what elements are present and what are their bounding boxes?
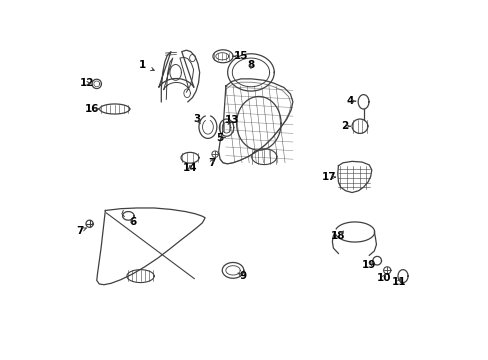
Text: 19: 19 — [362, 260, 376, 270]
Text: 18: 18 — [330, 231, 345, 240]
Text: 8: 8 — [247, 60, 254, 70]
Text: 2: 2 — [341, 121, 348, 131]
Text: 17: 17 — [321, 172, 335, 182]
Text: 7: 7 — [76, 226, 83, 236]
Text: 12: 12 — [79, 78, 94, 88]
Text: 15: 15 — [233, 51, 247, 61]
Text: 16: 16 — [84, 104, 99, 114]
Text: 11: 11 — [391, 277, 405, 287]
Text: 5: 5 — [215, 133, 223, 143]
Text: 6: 6 — [129, 217, 136, 227]
Text: 7: 7 — [207, 158, 215, 168]
Text: 10: 10 — [376, 273, 390, 283]
Text: 4: 4 — [346, 96, 353, 106]
Text: 13: 13 — [224, 115, 239, 125]
Text: 3: 3 — [193, 114, 201, 124]
Text: 9: 9 — [239, 271, 246, 281]
Text: 1: 1 — [139, 60, 145, 70]
Text: 14: 14 — [183, 163, 197, 173]
